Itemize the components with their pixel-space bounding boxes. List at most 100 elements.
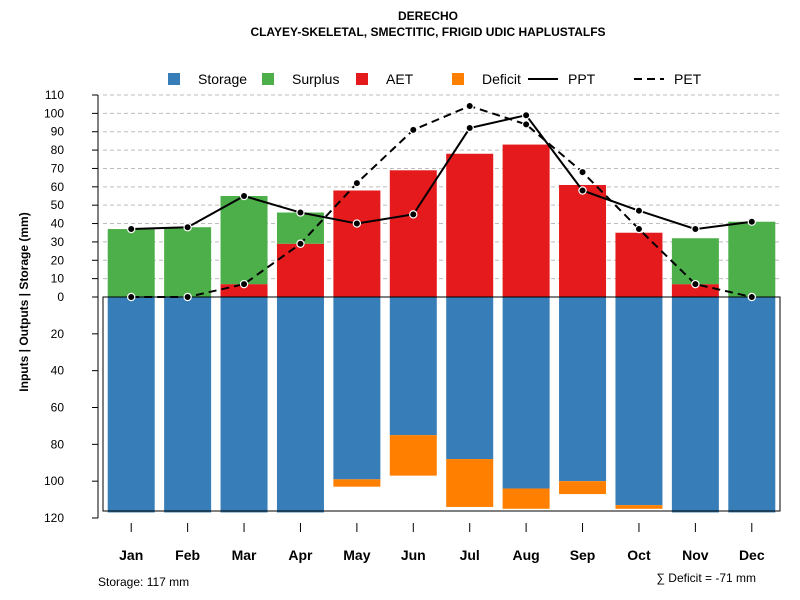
storage-bar-mar (220, 297, 268, 513)
deficit-bar-oct (615, 505, 663, 509)
pet-point (127, 292, 136, 302)
storage-bar-oct (615, 297, 663, 506)
pet-line (131, 104, 753, 298)
y-tick-label: 10 (51, 272, 65, 286)
storage-bar-nov (671, 297, 719, 513)
surplus-bar-nov (671, 238, 719, 285)
y-tick-label: 110 (45, 88, 64, 102)
y-tick-label: 100 (44, 106, 64, 120)
aet-bar-jul (446, 153, 494, 297)
y-tick-label: 30 (51, 235, 65, 249)
storage-footer: Storage: 117 mm (98, 575, 189, 589)
aet-bar-apr (276, 243, 324, 297)
pet-point (296, 239, 305, 248)
pet-point (239, 279, 249, 289)
ppt-point (296, 208, 305, 217)
y-tick-label: 20 (51, 253, 65, 267)
pet-point (691, 279, 700, 289)
storage-bar-jan (107, 297, 155, 513)
ppt-point (183, 223, 192, 232)
y-tick-label: 60 (51, 401, 65, 415)
surplus-bar-feb (164, 227, 212, 297)
storage-bar-aug (502, 297, 550, 489)
ppt-point (634, 206, 644, 215)
legend-label-surplus: Surplus (292, 71, 339, 87)
legend-swatch-surplus (262, 73, 274, 85)
ppt-point (521, 110, 531, 120)
legend-swatch-aet (356, 73, 368, 85)
deficit-bar-jul (446, 459, 494, 507)
surplus-bar-mar (220, 196, 268, 285)
aet-bar-oct (615, 232, 663, 297)
y-tick-label: 40 (51, 217, 65, 231)
legend-swatch-deficit (452, 73, 464, 85)
ppt-point (127, 224, 136, 234)
month-label-oct: Oct (627, 547, 651, 563)
month-label-may: May (343, 547, 370, 563)
legend-label-deficit: Deficit (482, 71, 521, 87)
legend: Storage Surplus AET Deficit PPT PET (168, 71, 702, 87)
chart-title: DERECHO (398, 9, 458, 23)
y-tick-label: 100 (44, 474, 64, 488)
chart-subtitle: CLAYEY-SKELETAL, SMECTITIC, FRIGID UDIC … (250, 25, 605, 39)
ppt-point (465, 123, 474, 133)
x-axis: Jan Feb Mar Apr May Jun Jul Aug Sep Oct Nov Dec (119, 523, 765, 563)
lines (127, 101, 756, 302)
storage-bar-sep (559, 297, 607, 482)
storage-bar-jun (389, 297, 437, 436)
storage-bar-apr (276, 297, 324, 513)
deficit-bar-may (333, 479, 381, 487)
y-tick-label: 90 (51, 125, 65, 139)
y-tick-label: 20 (51, 327, 65, 341)
aet-bar-may (333, 190, 381, 297)
legend-swatch-storage (168, 73, 180, 85)
y-tick-label: 80 (51, 143, 65, 157)
month-label-apr: Apr (288, 547, 313, 563)
storage-box (102, 296, 781, 512)
y-tick-label: 40 (51, 364, 65, 378)
month-label-sep: Sep (570, 547, 596, 563)
surplus-bar-jan (107, 229, 155, 297)
bars (107, 144, 776, 513)
pet-point (578, 167, 587, 177)
deficit-bar-jun (389, 435, 437, 476)
month-label-dec: Dec (739, 547, 765, 563)
y-axis: 0 10 20 30 40 50 60 70 80 90 100 110 20 40 60 80 100 120 (44, 88, 99, 525)
legend-label-ppt: PPT (568, 71, 596, 87)
ppt-point (691, 224, 700, 234)
ppt-point (352, 219, 362, 228)
storage-bar-feb (164, 297, 212, 513)
month-label-jan: Jan (119, 547, 143, 563)
surplus-bar-apr (276, 212, 324, 244)
y-tick-label: 70 (51, 161, 65, 175)
storage-bar-jul (446, 297, 494, 460)
month-label-nov: Nov (682, 547, 709, 563)
y-axis-label: Inputs | Outputs | Storage (mm) (17, 212, 31, 391)
month-label-jun: Jun (401, 547, 426, 563)
legend-label-pet: PET (674, 71, 702, 87)
pet-point (747, 292, 756, 302)
ppt-point (747, 217, 756, 226)
month-label-jul: Jul (460, 547, 480, 563)
gridlines (103, 94, 780, 280)
y-tick-label: 0 (57, 290, 64, 304)
pet-point (183, 292, 192, 302)
month-label-feb: Feb (175, 547, 200, 563)
y-tick-label: 120 (44, 511, 64, 525)
aet-bar-sep (559, 184, 607, 297)
deficit-bar-aug (502, 488, 550, 509)
pet-point (634, 224, 644, 234)
pet-point (465, 101, 474, 111)
storage-bar-may (333, 297, 381, 480)
pet-point (409, 125, 418, 135)
y-tick-label: 60 (51, 180, 65, 194)
deficit-footer: ∑ Deficit = -71 mm (656, 571, 756, 585)
month-label-mar: Mar (232, 547, 257, 563)
ppt-point (239, 191, 249, 201)
aet-bar-aug (502, 144, 550, 297)
pet-point (352, 178, 362, 188)
legend-label-aet: AET (386, 71, 414, 87)
ppt-point (578, 186, 587, 195)
pet-point (521, 120, 531, 129)
